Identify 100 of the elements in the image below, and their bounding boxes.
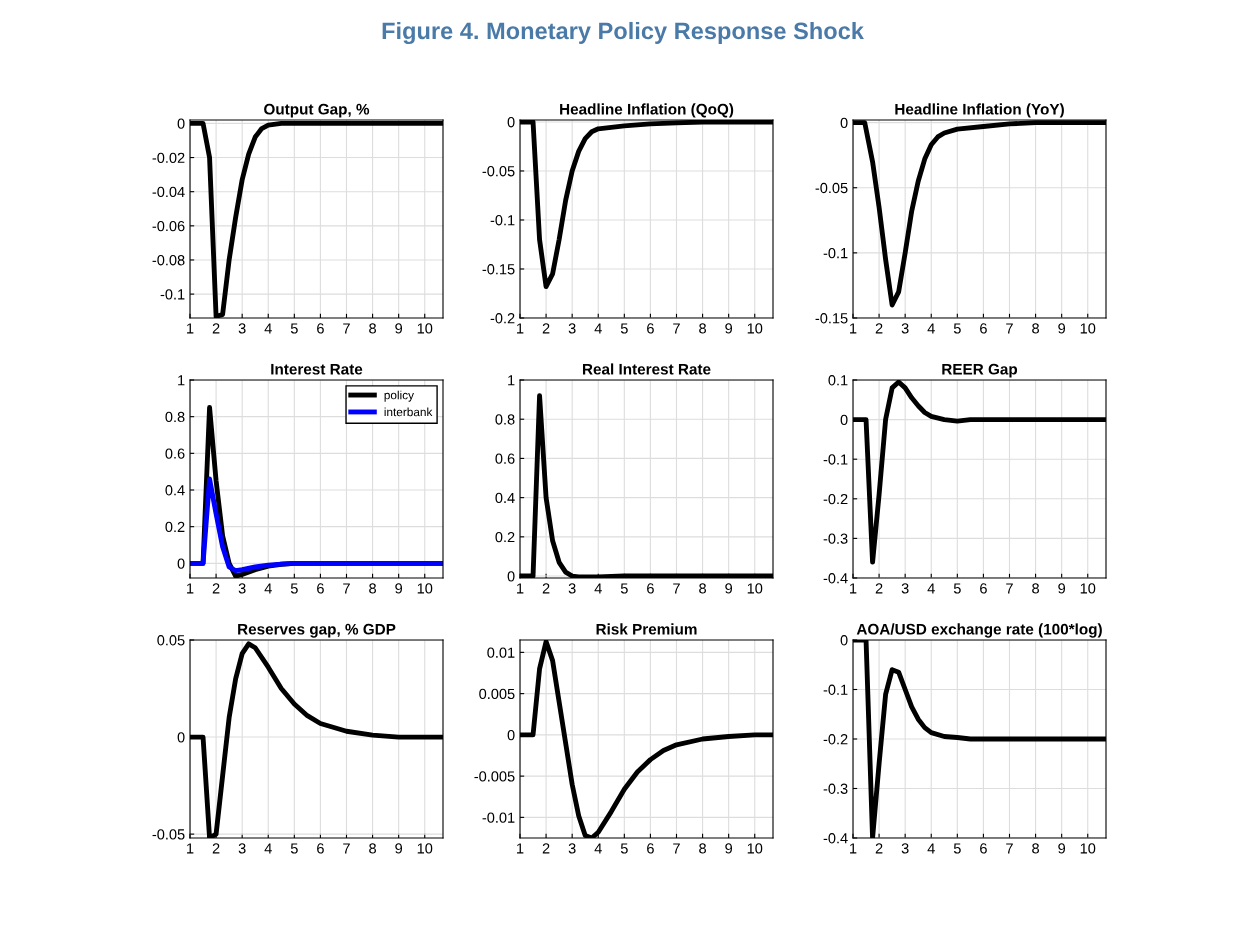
y-tick-label: -0.05 [482,166,515,177]
y-tick-label: -0.1 [160,289,185,300]
x-tick-label: 1 [517,583,524,594]
y-tick-label: -0.15 [482,264,515,275]
x-tick-label: 6 [317,583,324,594]
x-tick-label: 4 [264,323,272,334]
x-tick-label: 10 [417,843,433,854]
y-tick-label: -0.4 [823,573,848,584]
x-tick-label: 10 [747,323,763,334]
y-tick-label: -0.1 [490,215,515,226]
x-tick-label: 3 [568,583,576,594]
x-tick-label: 5 [620,583,628,594]
y-tick-label: 0.005 [479,688,515,700]
line-series [190,120,443,318]
x-tick-label: 2 [542,323,550,334]
y-tick-label: -0.05 [152,829,185,840]
x-tick-label: 7 [673,583,680,594]
x-tick-label: 8 [369,583,376,594]
x-tick-label: 4 [594,843,602,854]
x-tick-label: 3 [568,323,576,334]
chart-title: Real Interest Rate [582,363,711,375]
x-tick-label: 10 [747,843,763,854]
y-tick-label: -0.005 [474,771,515,782]
x-tick-label: 8 [699,583,706,594]
text: Figure 4. Monetary Policy Response Shock [382,21,864,45]
y-tick-label: 0.05 [157,635,185,646]
x-tick-label: 1 [187,583,194,594]
y-tick-label: 0 [507,729,515,741]
x-tick-label: 5 [953,843,961,854]
x-tick-label: 4 [927,323,935,334]
x-tick-label: 5 [290,583,298,594]
x-tick-label: 2 [212,323,220,334]
x-tick-label: 7 [673,843,680,854]
x-tick-label: 8 [1032,323,1039,334]
x-tick-label: 3 [238,843,246,854]
x-tick-label: 6 [980,323,987,334]
y-tick-label: 0.4 [495,492,515,504]
legend-label: policy [384,390,414,402]
y-tick-label: 0.8 [495,414,515,425]
y-tick-label: -0.4 [823,833,848,844]
x-tick-label: 9 [725,323,733,334]
x-tick-label: 7 [1006,843,1013,854]
x-tick-label: 5 [620,843,628,854]
y-tick-label: -0.15 [815,313,848,324]
x-tick-label: 1 [187,323,194,334]
line-series [190,476,443,574]
x-tick-label: 2 [875,843,883,854]
x-tick-label: 1 [187,843,194,854]
x-tick-label: 9 [725,843,733,854]
chart-title: Output Gap, % [264,103,370,118]
line-series [190,641,443,838]
y-tick-label: -0.1 [823,247,848,259]
y-tick-label: 0.2 [165,521,185,533]
x-tick-label: 2 [212,583,220,594]
x-tick-label: 1 [517,843,524,854]
x-tick-label: 9 [395,843,403,854]
x-tick-label: 10 [1080,323,1096,334]
chart-title: Headline Inflation (YoY) [895,103,1064,118]
x-tick-label: 5 [620,323,628,334]
x-tick-label: 7 [343,323,350,334]
y-tick-label: -0.2 [823,734,848,745]
y-tick-label: 0 [507,571,515,582]
chart-title: Interest Rate [271,363,363,375]
x-tick-label: 9 [1058,583,1066,594]
x-tick-label: 9 [1058,843,1066,854]
x-tick-label: 6 [317,323,324,334]
x-tick-label: 10 [747,583,763,594]
x-tick-label: 1 [850,323,857,334]
x-tick-label: 6 [980,583,987,594]
x-tick-label: 8 [699,843,706,854]
x-tick-label: 8 [369,323,376,334]
x-tick-label: 2 [212,843,220,854]
y-tick-label: -0.01 [482,812,515,823]
x-tick-label: 7 [343,843,350,854]
x-tick-label: 8 [699,323,706,334]
x-tick-label: 2 [875,323,883,334]
y-tick-label: 0 [840,635,848,646]
x-tick-label: 5 [953,583,961,594]
x-tick-label: 3 [238,323,246,334]
x-tick-label: 6 [647,583,654,594]
y-tick-label: -0.3 [823,533,848,544]
x-tick-label: 3 [568,843,576,854]
x-tick-label: 4 [594,583,602,594]
y-tick-label: -0.1 [823,684,848,695]
y-tick-label: 0 [177,732,185,743]
x-tick-label: 1 [850,583,857,594]
x-tick-label: 4 [927,583,935,594]
y-tick-label: 0 [177,558,185,569]
y-tick-label: -0.1 [823,454,848,465]
x-tick-label: 9 [395,583,403,594]
x-tick-label: 10 [417,323,433,334]
x-tick-label: 5 [290,323,298,334]
y-tick-label: 1 [178,375,185,386]
x-tick-label: 3 [238,583,246,594]
x-tick-label: 5 [953,323,961,334]
x-tick-label: 3 [901,323,909,334]
x-tick-label: 9 [725,583,733,594]
y-tick-label: -0.04 [152,186,185,198]
x-tick-label: 3 [901,583,909,594]
x-tick-label: 4 [594,323,602,334]
